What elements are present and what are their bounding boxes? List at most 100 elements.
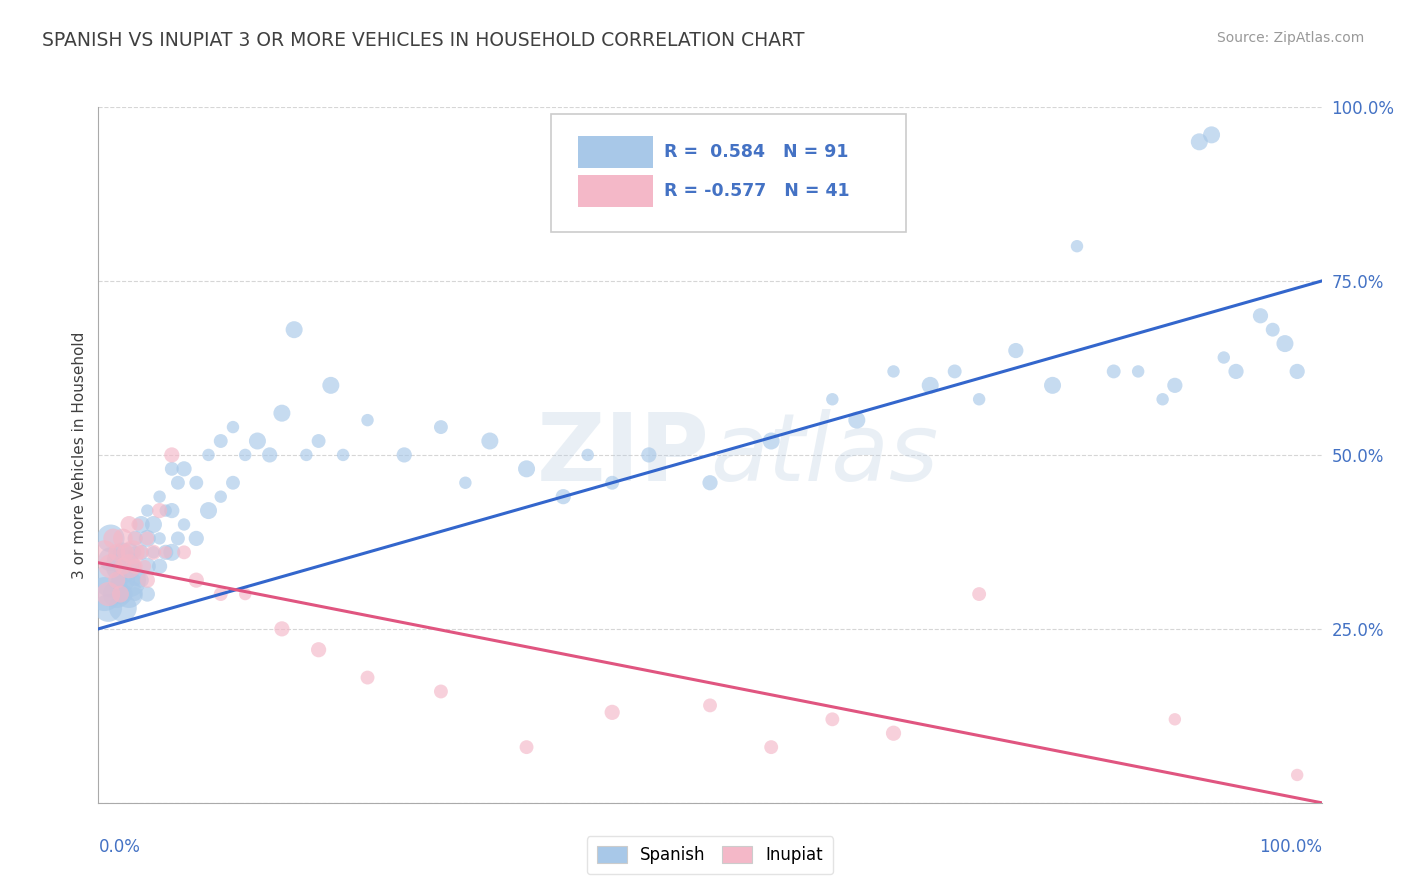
Point bbox=[1286, 364, 1309, 378]
Point bbox=[105, 552, 128, 566]
Text: 100.0%: 100.0% bbox=[1258, 838, 1322, 855]
Point bbox=[197, 448, 219, 462]
Point bbox=[136, 587, 159, 601]
Point bbox=[1286, 768, 1309, 782]
Point bbox=[97, 601, 120, 615]
Point bbox=[637, 448, 661, 462]
Point bbox=[515, 462, 537, 476]
Point bbox=[93, 545, 115, 559]
Point bbox=[600, 706, 623, 720]
Point bbox=[1201, 128, 1223, 142]
Point bbox=[1225, 364, 1247, 378]
Point bbox=[515, 740, 537, 755]
Point bbox=[149, 532, 172, 546]
Point bbox=[209, 490, 232, 504]
Point bbox=[1042, 378, 1064, 392]
Point bbox=[129, 545, 152, 559]
FancyBboxPatch shape bbox=[578, 175, 652, 207]
Point bbox=[118, 545, 141, 559]
Point bbox=[100, 573, 122, 587]
Point bbox=[233, 448, 256, 462]
Point bbox=[197, 503, 219, 517]
Point bbox=[124, 587, 146, 601]
Point bbox=[295, 448, 318, 462]
Point bbox=[1274, 336, 1296, 351]
Text: atlas: atlas bbox=[710, 409, 938, 500]
FancyBboxPatch shape bbox=[578, 136, 652, 169]
Point bbox=[233, 587, 256, 601]
Point bbox=[246, 434, 269, 448]
Point bbox=[111, 559, 134, 574]
Point bbox=[111, 559, 134, 574]
Point bbox=[118, 559, 141, 574]
Point bbox=[121, 545, 143, 559]
Point bbox=[920, 378, 942, 392]
Point bbox=[1164, 378, 1187, 392]
Point bbox=[356, 413, 378, 427]
Point bbox=[222, 420, 245, 434]
Legend: Spanish, Inupiat: Spanish, Inupiat bbox=[586, 837, 834, 874]
Point bbox=[118, 517, 141, 532]
Point bbox=[160, 462, 183, 476]
Point bbox=[430, 420, 453, 434]
Point bbox=[943, 364, 966, 378]
Point bbox=[114, 545, 136, 559]
Point bbox=[155, 503, 177, 517]
Point bbox=[1249, 309, 1271, 323]
Point bbox=[127, 517, 149, 532]
Point bbox=[553, 490, 575, 504]
Point bbox=[209, 434, 232, 448]
Point bbox=[821, 392, 844, 407]
Point bbox=[699, 475, 721, 490]
Point bbox=[332, 448, 354, 462]
Point bbox=[105, 587, 128, 601]
Point bbox=[478, 434, 501, 448]
Point bbox=[160, 545, 183, 559]
Point bbox=[259, 448, 281, 462]
Text: ZIP: ZIP bbox=[537, 409, 710, 501]
Point bbox=[118, 573, 141, 587]
Point bbox=[149, 490, 172, 504]
Point bbox=[142, 545, 165, 559]
Point bbox=[97, 587, 120, 601]
Point bbox=[160, 503, 183, 517]
Point bbox=[1128, 364, 1150, 378]
Point bbox=[209, 587, 232, 601]
Point bbox=[186, 475, 208, 490]
Point bbox=[111, 587, 134, 601]
Point bbox=[111, 545, 134, 559]
Point bbox=[118, 587, 141, 601]
Point bbox=[149, 559, 172, 574]
Point bbox=[319, 378, 342, 392]
FancyBboxPatch shape bbox=[551, 114, 905, 232]
Point bbox=[134, 559, 156, 574]
Point bbox=[124, 573, 146, 587]
Point bbox=[186, 573, 208, 587]
Point bbox=[761, 434, 783, 448]
Point bbox=[111, 532, 134, 546]
Point bbox=[600, 475, 623, 490]
Point bbox=[167, 532, 190, 546]
Point bbox=[100, 559, 122, 574]
Text: Source: ZipAtlas.com: Source: ZipAtlas.com bbox=[1216, 31, 1364, 45]
Point bbox=[761, 740, 783, 755]
Y-axis label: 3 or more Vehicles in Household: 3 or more Vehicles in Household bbox=[72, 331, 87, 579]
Text: SPANISH VS INUPIAT 3 OR MORE VEHICLES IN HOUSEHOLD CORRELATION CHART: SPANISH VS INUPIAT 3 OR MORE VEHICLES IN… bbox=[42, 31, 804, 50]
Point bbox=[160, 448, 183, 462]
Point bbox=[222, 475, 245, 490]
Point bbox=[129, 517, 152, 532]
Point bbox=[136, 532, 159, 546]
Point bbox=[142, 545, 165, 559]
Point bbox=[124, 532, 146, 546]
Point bbox=[136, 503, 159, 517]
Point bbox=[883, 364, 905, 378]
Point bbox=[308, 434, 330, 448]
Point bbox=[270, 622, 294, 636]
Point bbox=[136, 573, 159, 587]
Point bbox=[1212, 351, 1234, 365]
Point bbox=[430, 684, 453, 698]
Text: R = -0.577   N = 41: R = -0.577 N = 41 bbox=[664, 182, 849, 200]
Point bbox=[124, 559, 146, 574]
Point bbox=[136, 532, 159, 546]
Text: 0.0%: 0.0% bbox=[98, 838, 141, 855]
